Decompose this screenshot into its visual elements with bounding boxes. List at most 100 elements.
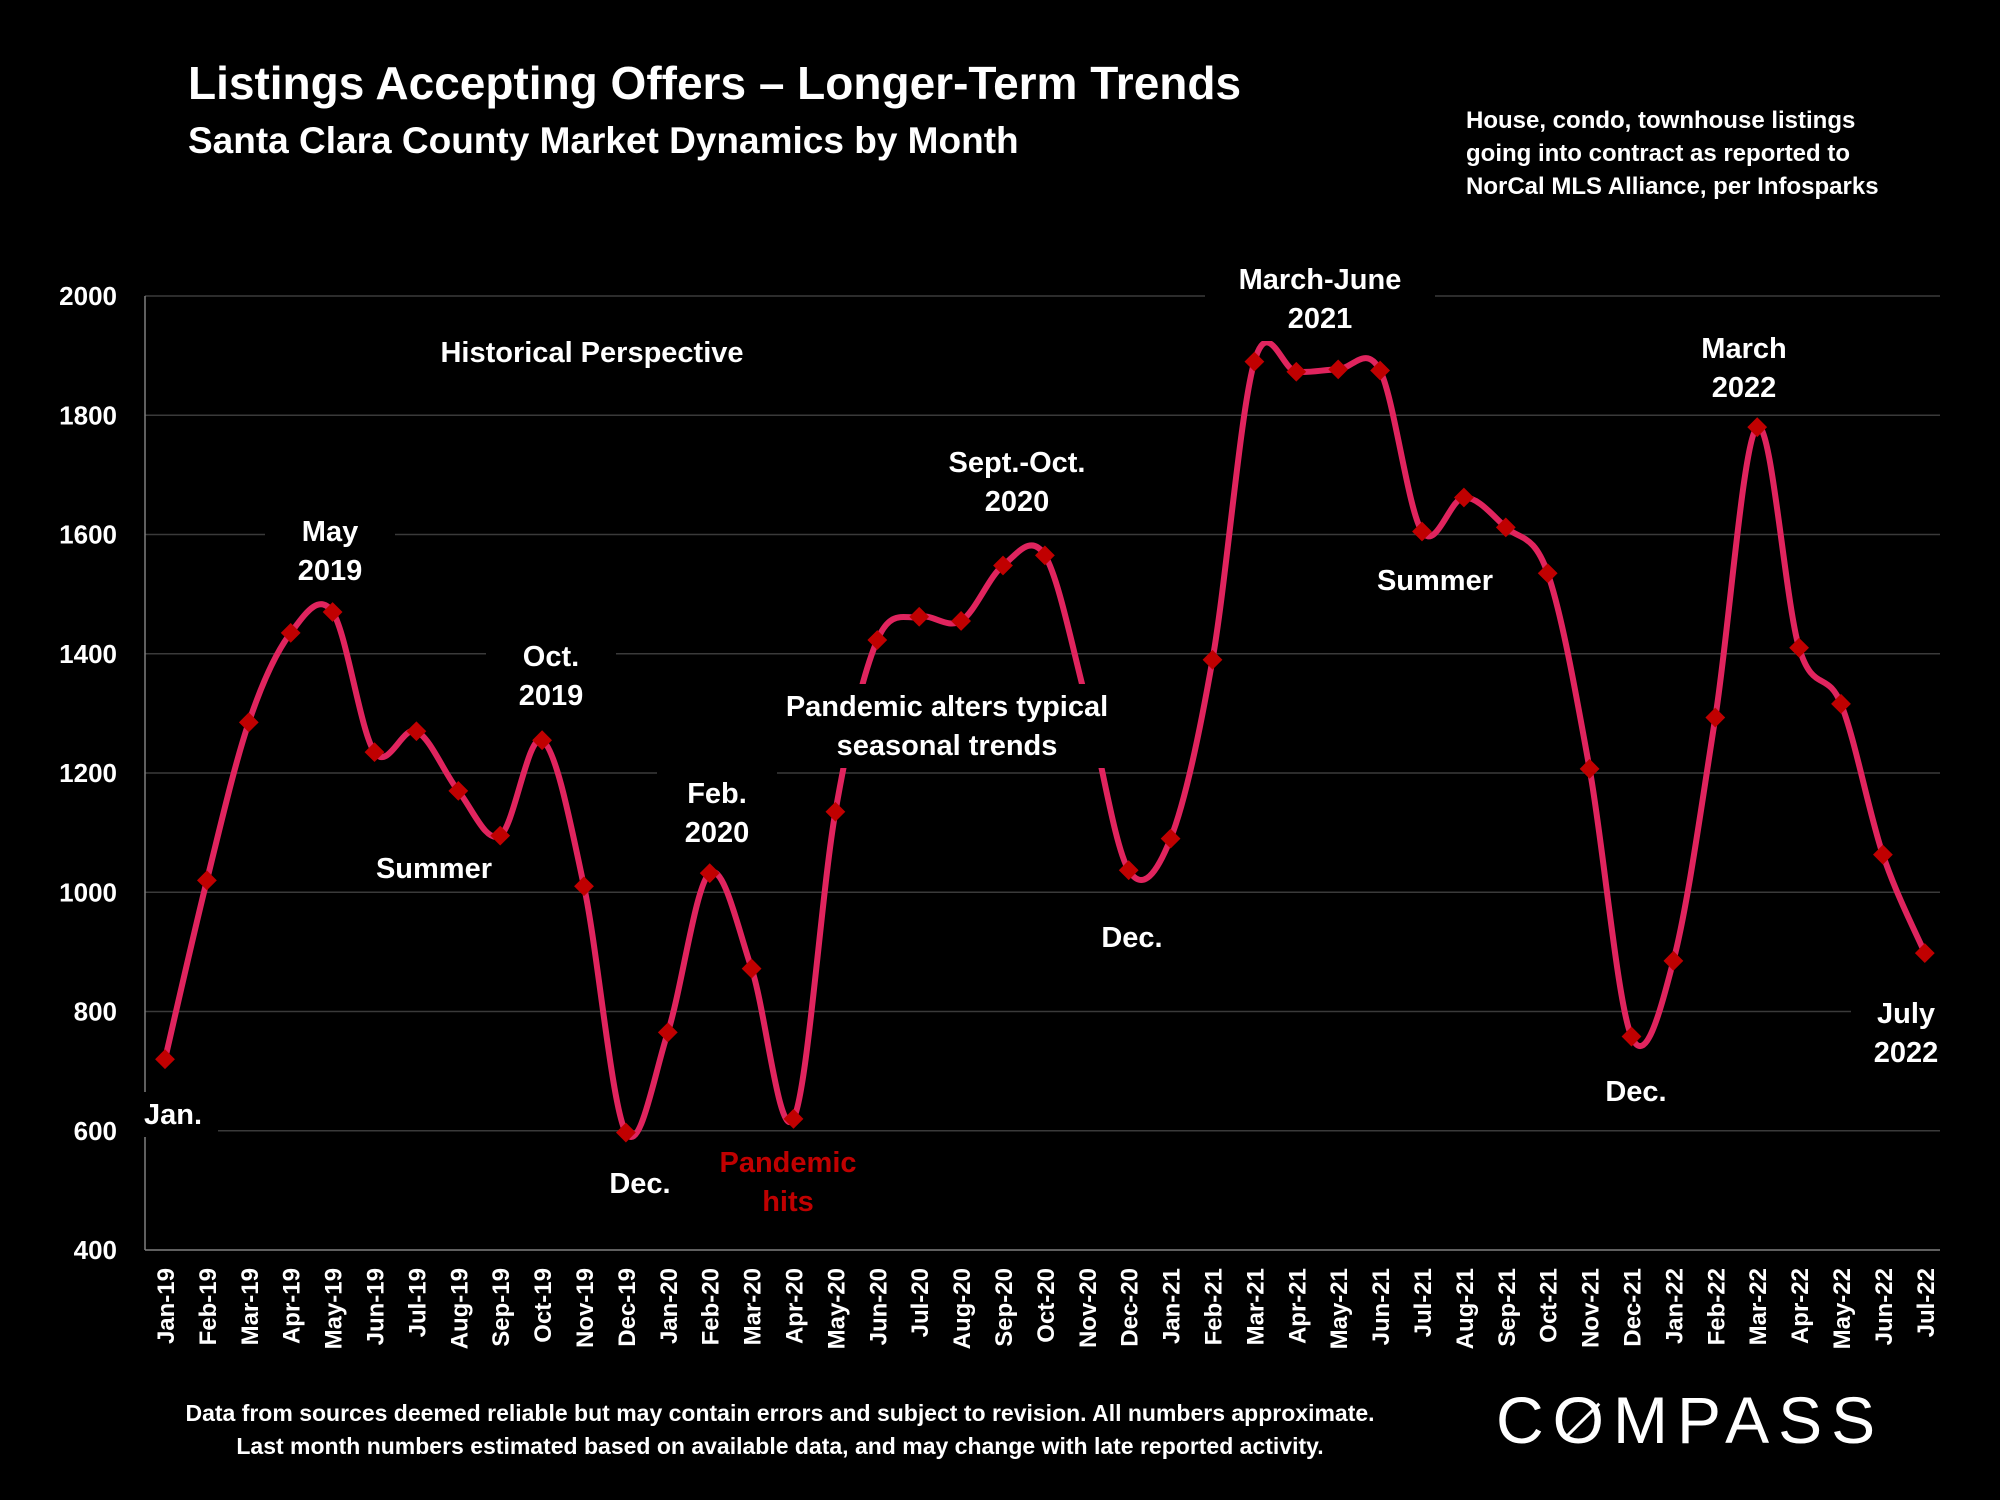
disclaimer-line: Data from sources deemed reliable but ma… — [185, 1400, 1375, 1426]
x-tick-label: Jan-20 — [656, 1268, 683, 1344]
data-point-marker — [1789, 637, 1809, 658]
data-point-marker — [574, 876, 594, 897]
annotation-may2019: 2019 — [298, 555, 363, 587]
x-tick-label: Sep-19 — [488, 1268, 515, 1347]
data-point-marker — [1370, 360, 1390, 381]
data-point-marker — [197, 870, 217, 891]
x-tick-label: May-21 — [1326, 1268, 1353, 1349]
x-tick-label: Jan-21 — [1159, 1268, 1186, 1344]
chart-title: Listings Accepting Offers – Longer-Term … — [188, 57, 1242, 109]
data-point-marker — [1286, 361, 1307, 382]
x-tick-label: Dec-19 — [614, 1268, 641, 1347]
x-tick-label: Apr-21 — [1284, 1268, 1311, 1344]
annotation-oct2019: Oct. — [523, 641, 579, 673]
x-tick-label: Aug-20 — [949, 1268, 976, 1349]
y-tick-label: 600 — [74, 1116, 117, 1146]
data-point-marker — [1495, 517, 1516, 538]
x-tick-label: Mar-22 — [1745, 1268, 1772, 1345]
compass-logo: COMPASS — [1496, 1382, 1884, 1458]
source-note-line: NorCal MLS Alliance, per Infosparks — [1466, 173, 1879, 200]
x-tick-label: Oct-21 — [1536, 1268, 1563, 1343]
data-point-marker — [406, 721, 427, 742]
data-point-marker — [1118, 860, 1139, 881]
data-point-marker — [448, 780, 469, 801]
x-tick-label: May-20 — [823, 1268, 850, 1349]
annotation-dec2021: Dec. — [1605, 1076, 1666, 1108]
disclaimer: Data from sources deemed reliable but ma… — [140, 1397, 1420, 1463]
data-point-marker — [783, 1108, 804, 1129]
annotation-summer2019: Summer — [376, 853, 492, 885]
annotation-summer2021: Summer — [1377, 565, 1493, 597]
data-point-marker — [322, 602, 343, 622]
annotation-background — [777, 684, 1117, 768]
annotation-pandemic-hits: Pandemic — [720, 1147, 857, 1179]
x-tick-label: Jan-22 — [1661, 1268, 1688, 1344]
x-tick-label: Jan-19 — [153, 1268, 180, 1344]
x-tick-label: Feb-21 — [1201, 1268, 1228, 1345]
annotation-march2022: March — [1701, 333, 1786, 365]
data-point-marker — [1328, 359, 1349, 380]
y-tick-label: 400 — [74, 1235, 117, 1265]
data-point-marker — [699, 863, 720, 884]
data-point-marker — [490, 825, 511, 846]
x-tick-label: Sep-20 — [991, 1268, 1018, 1347]
y-tick-label: 1800 — [59, 400, 117, 430]
data-point-marker — [1035, 545, 1055, 566]
x-tick-label: Jul-22 — [1913, 1268, 1940, 1337]
data-point-marker — [616, 1122, 636, 1143]
annotation-pandemic-alters: Pandemic alters typical — [786, 691, 1108, 723]
x-tick-label: May-19 — [321, 1268, 348, 1349]
x-tick-label: Apr-20 — [782, 1268, 809, 1344]
x-tick-label: Feb-22 — [1703, 1268, 1730, 1345]
x-tick-label: Jun-19 — [363, 1268, 390, 1345]
annotation-feb2020: 2020 — [685, 817, 750, 849]
data-point-marker — [1579, 758, 1600, 779]
logo-text-start: C — [1496, 1383, 1553, 1457]
annotation-oct2019: 2019 — [519, 680, 584, 712]
x-tick-label: Sep-21 — [1494, 1268, 1521, 1347]
x-tick-label: Feb-19 — [195, 1268, 222, 1345]
logo-text-end: MPASS — [1613, 1383, 1885, 1457]
annotation-background — [1205, 257, 1435, 341]
x-tick-label: Dec-21 — [1620, 1268, 1647, 1347]
chart-subtitle: Santa Clara County Market Dynamics by Mo… — [188, 120, 1019, 161]
annotation-background — [265, 509, 395, 593]
x-tick-label: Nov-19 — [572, 1268, 599, 1348]
annotation-dec2020: Dec. — [1101, 922, 1162, 954]
annotation-pandemic-alters: seasonal trends — [837, 730, 1058, 762]
data-point-marker — [1873, 844, 1893, 865]
data-point-marker — [1621, 1026, 1642, 1047]
y-tick-label: 800 — [74, 997, 117, 1027]
annotation-septoct2020: Sept.-Oct. — [949, 447, 1086, 479]
annotation-septoct2020: 2020 — [985, 486, 1050, 518]
annotation-may2019: May — [302, 516, 358, 548]
x-tick-label: Jun-22 — [1871, 1268, 1898, 1345]
data-point-marker — [867, 630, 888, 650]
source-note-line: House, condo, townhouse listings — [1466, 107, 1856, 134]
annotation-dec2019: Dec. — [609, 1168, 670, 1200]
x-tick-label: Jul-21 — [1410, 1268, 1437, 1337]
annotation-feb2020: Feb. — [687, 778, 747, 810]
annotation-background — [128, 1092, 218, 1137]
disclaimer-line: Last month numbers estimated based on av… — [236, 1433, 1324, 1459]
annotation-background — [1360, 558, 1510, 603]
data-point-marker — [1412, 521, 1432, 542]
data-point-marker — [951, 611, 971, 631]
annotation-historical: Historical Perspective — [440, 337, 743, 369]
annotation-march2022: 2022 — [1712, 372, 1777, 404]
data-point-marker — [1244, 351, 1265, 372]
data-point-marker — [1202, 649, 1223, 670]
annotation-jan: Jan. — [144, 1099, 202, 1131]
x-tick-label: Dec-20 — [1117, 1268, 1144, 1347]
x-tick-label: Mar-20 — [740, 1268, 767, 1345]
annotation-background — [486, 634, 616, 718]
x-tick-label: Oct-20 — [1033, 1268, 1060, 1343]
source-note: House, condo, townhouse listings going i… — [1466, 104, 1879, 203]
y-tick-label: 2000 — [59, 281, 117, 311]
data-point-marker — [1160, 828, 1181, 849]
annotation-background — [932, 440, 1102, 524]
annotation-background — [1851, 991, 1961, 1075]
annotation-background — [1669, 326, 1819, 410]
y-tick-label: 1200 — [59, 758, 117, 788]
x-tick-label: Oct-19 — [530, 1268, 557, 1343]
